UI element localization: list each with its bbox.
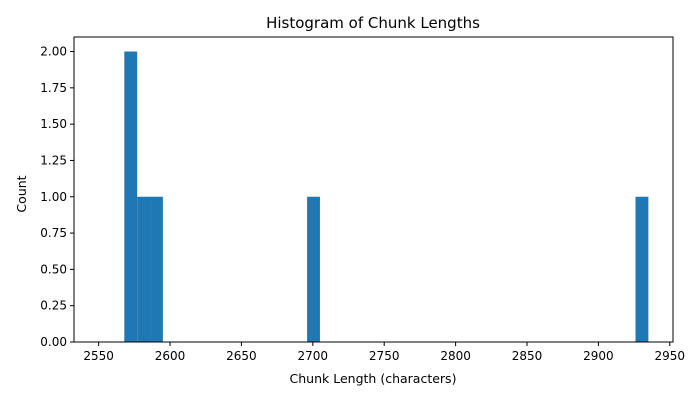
- histogram-bar: [124, 51, 138, 343]
- histogram-bar: [137, 196, 151, 342]
- x-tick-label: 2850: [512, 349, 543, 363]
- x-axis-label: Chunk Length (characters): [290, 371, 457, 386]
- bars-layer: [124, 51, 649, 343]
- plot-frame: [73, 36, 674, 343]
- y-axis: 0.00 0.25 0.50 0.75 1.00 1.25 1.50 1.75 2.00: [40, 45, 74, 349]
- y-tick-label: 1.00: [40, 190, 67, 204]
- y-tick-label: 1.50: [40, 117, 67, 131]
- y-tick-label: 2.00: [40, 45, 67, 59]
- y-tick-label: 0.25: [40, 299, 67, 313]
- y-tick-label: 0.50: [40, 262, 67, 276]
- histogram-bar: [635, 196, 649, 342]
- histogram-bar: [150, 196, 163, 342]
- x-tick-label: 2900: [583, 349, 614, 363]
- x-tick-label: 2650: [226, 349, 257, 363]
- y-tick-label: 0.00: [40, 335, 67, 349]
- x-tick-label: 2550: [83, 349, 114, 363]
- x-tick-label: 2700: [298, 349, 329, 363]
- y-tick-label: 1.75: [40, 81, 67, 95]
- x-tick-label: 2600: [155, 349, 186, 363]
- x-tick-label: 2750: [369, 349, 400, 363]
- x-tick-label: 2950: [655, 349, 686, 363]
- y-tick-label: 1.25: [40, 153, 67, 167]
- y-tick-label: 0.75: [40, 226, 67, 240]
- x-tick-label: 2800: [440, 349, 471, 363]
- y-axis-label: Count: [14, 175, 29, 212]
- x-axis: 2550 2600 2650 2700 2750 2800 2850 2900 2950: [83, 342, 685, 363]
- histogram-bar: [307, 196, 320, 342]
- chart-title: Histogram of Chunk Lengths: [266, 14, 480, 32]
